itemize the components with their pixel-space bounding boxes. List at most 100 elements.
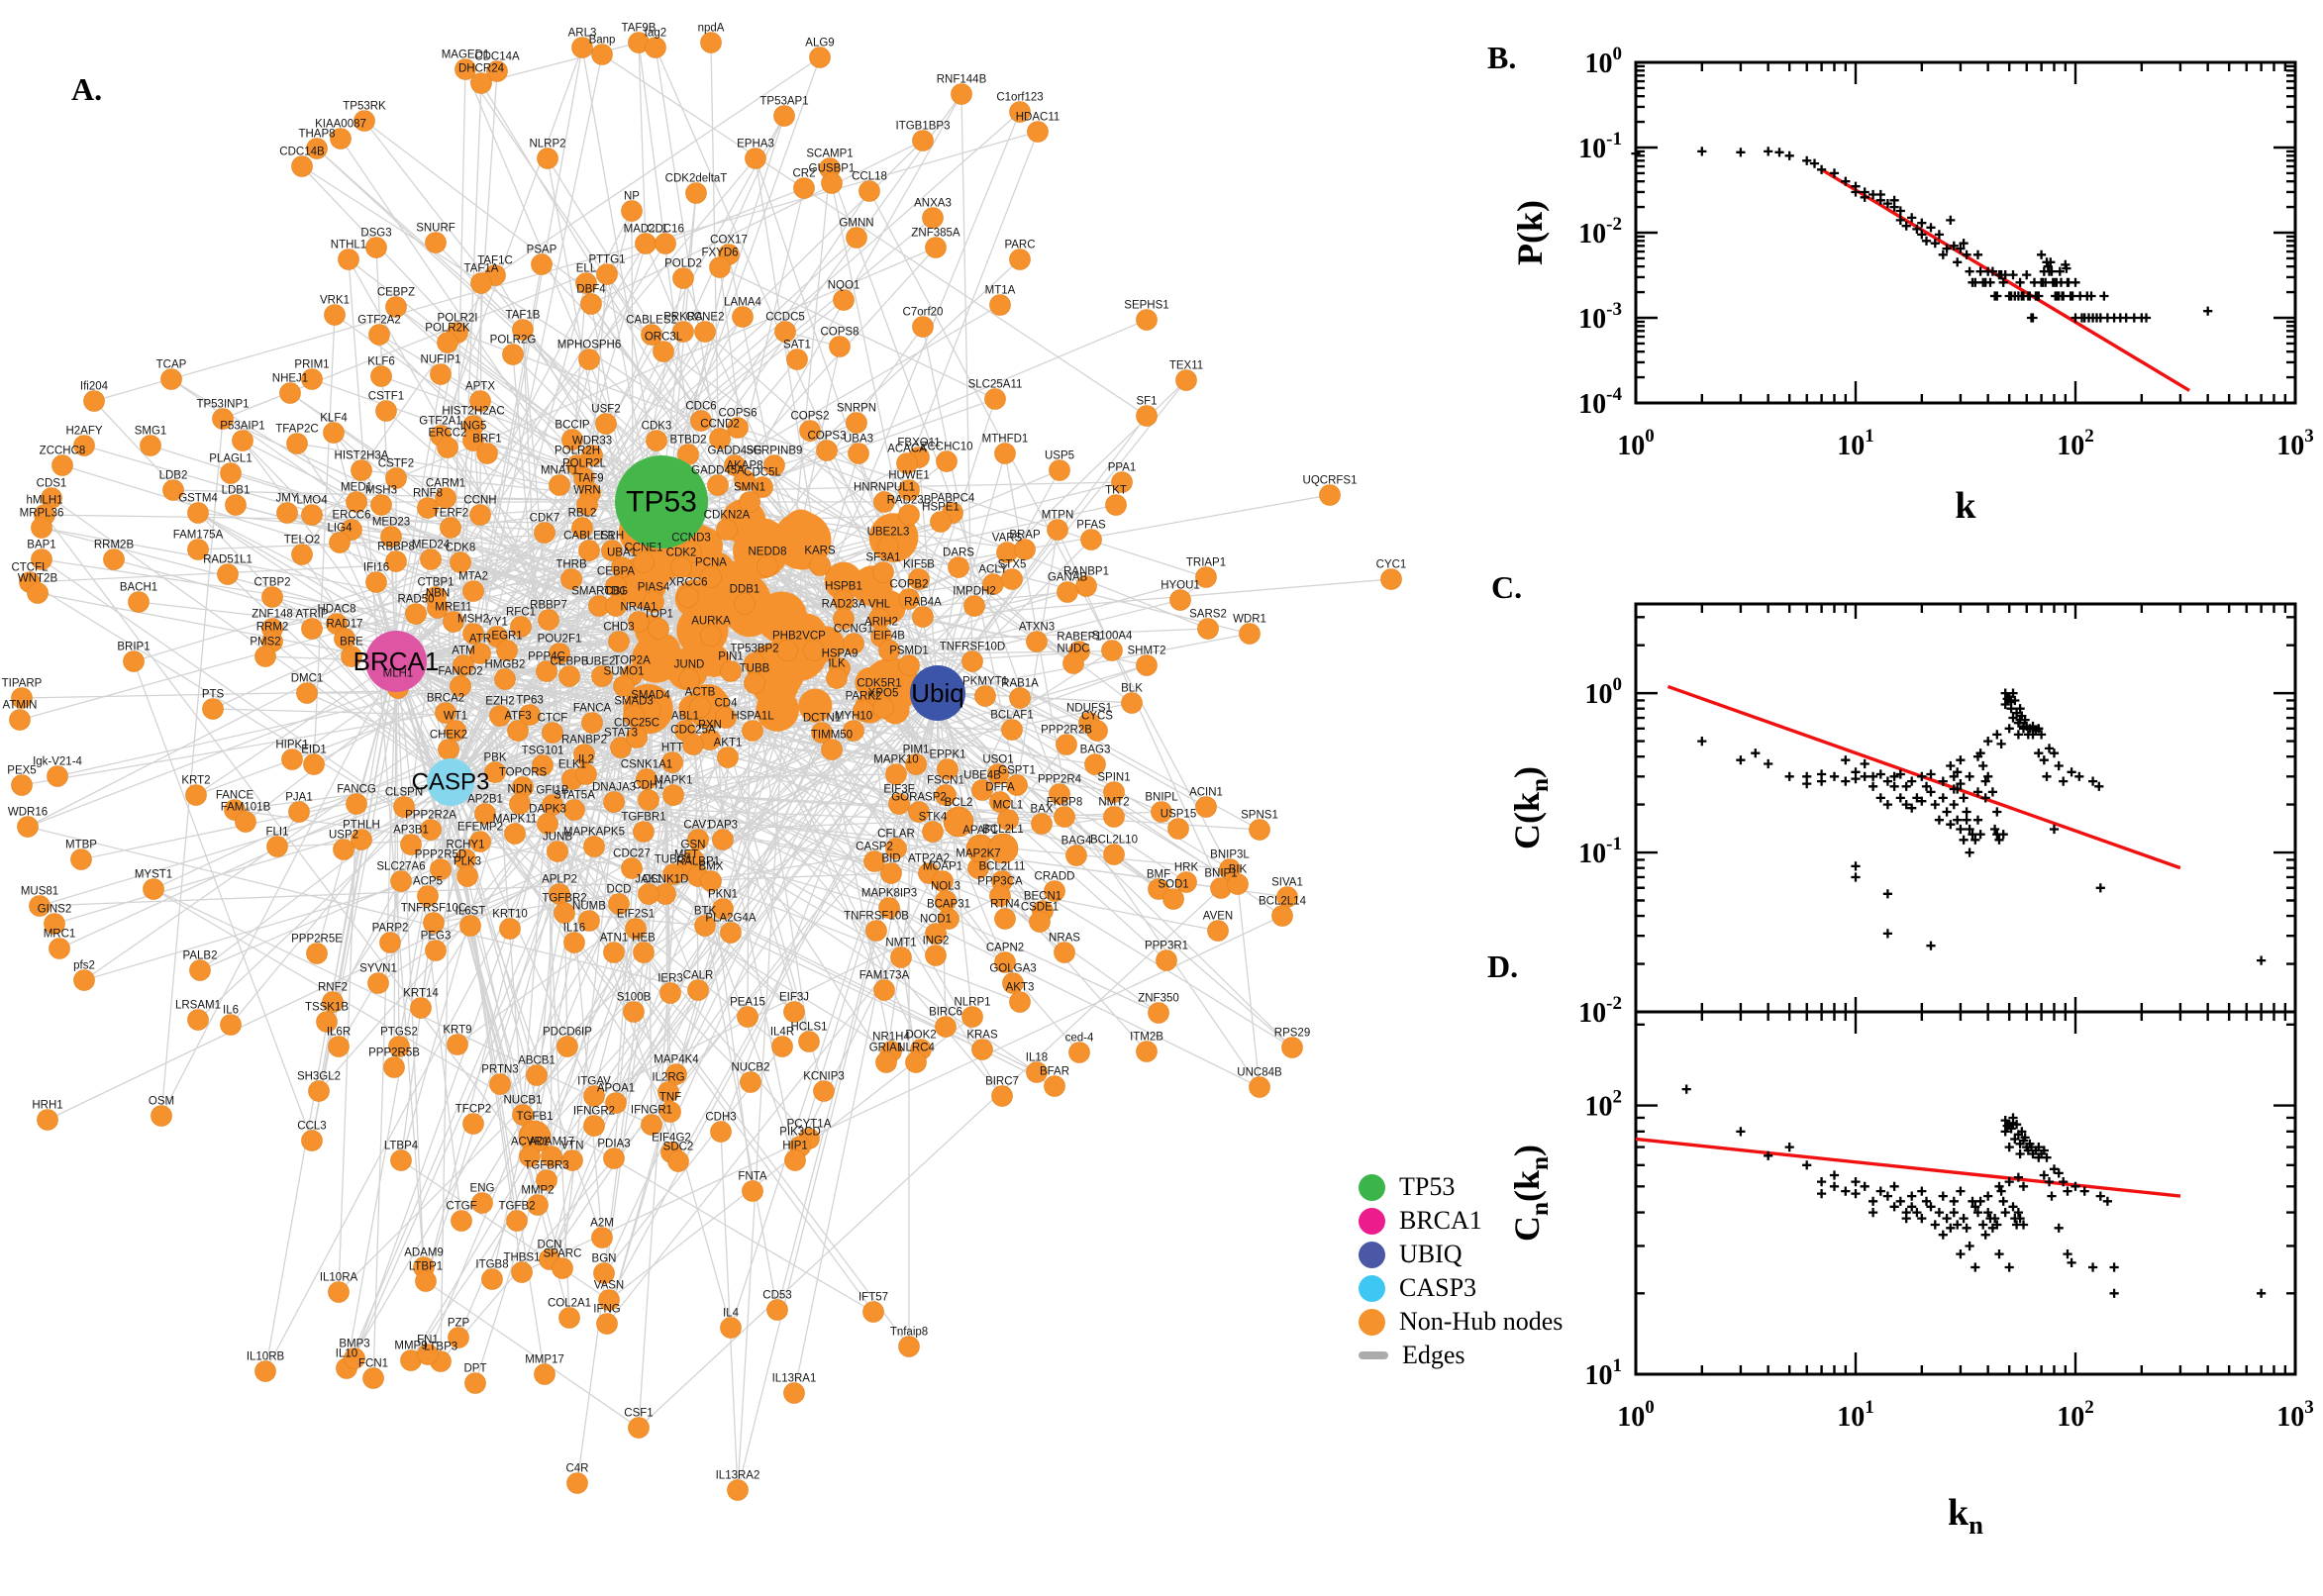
edge	[638, 42, 647, 245]
network-node	[454, 58, 476, 80]
network-node	[633, 821, 655, 843]
network-node	[626, 727, 648, 748]
edge	[710, 42, 723, 600]
edge	[755, 157, 838, 679]
edge	[372, 660, 397, 1379]
edge	[719, 266, 996, 400]
network-node	[420, 819, 442, 841]
network-node	[603, 791, 625, 813]
network-node	[571, 517, 593, 539]
network-node	[51, 454, 73, 476]
network-node	[700, 870, 722, 892]
network-node	[469, 831, 491, 852]
network-node	[908, 568, 930, 590]
axis-tick-label: 101	[1585, 1355, 1623, 1391]
network-node	[843, 720, 864, 742]
edge	[660, 501, 1026, 550]
edge	[47, 692, 939, 1121]
network-node	[605, 595, 627, 617]
network-node	[707, 474, 729, 496]
network-node	[554, 902, 575, 924]
edge	[395, 660, 947, 902]
edge	[311, 687, 399, 1142]
fit-line	[1820, 167, 2190, 392]
network-node	[128, 591, 150, 613]
edge	[400, 492, 591, 1161]
network-node	[385, 467, 407, 489]
network-node	[232, 430, 253, 451]
network-node	[440, 517, 461, 539]
network-node	[912, 606, 934, 628]
edge	[395, 140, 924, 662]
edge	[570, 115, 785, 580]
edge	[450, 781, 553, 1157]
network-node	[437, 332, 458, 353]
network-node	[773, 105, 795, 127]
edge	[660, 56, 821, 503]
network-node	[816, 440, 838, 461]
network-node	[417, 497, 439, 519]
edge	[395, 440, 657, 662]
edge	[581, 47, 662, 503]
network-node	[1047, 519, 1068, 541]
network-node	[560, 568, 582, 590]
network-node	[661, 751, 683, 773]
fit-line	[1635, 1137, 2181, 1198]
edge	[868, 707, 917, 1063]
network-node	[306, 138, 328, 159]
network-node	[734, 593, 756, 615]
network-node	[187, 502, 209, 524]
network-node	[365, 237, 387, 258]
edge	[720, 682, 895, 1133]
network-node	[638, 883, 659, 905]
edge	[494, 56, 821, 276]
edge	[301, 274, 496, 555]
network-node	[898, 479, 920, 501]
axis-tick-label: 103	[2276, 426, 2314, 461]
edge	[39, 781, 452, 907]
network-node	[700, 32, 722, 53]
plot-frame	[1634, 1010, 2297, 1376]
network-node	[724, 454, 746, 476]
edge	[608, 692, 939, 1301]
edge	[348, 258, 425, 1268]
network-node	[576, 494, 598, 516]
network-node	[757, 555, 778, 577]
network-node	[877, 536, 899, 557]
network-node	[323, 422, 345, 444]
network-node	[276, 502, 298, 524]
network-node	[368, 324, 390, 346]
network-node	[279, 382, 301, 404]
edge	[395, 660, 1261, 1088]
core-cluster-node	[751, 659, 799, 708]
network-node	[470, 72, 492, 94]
axis-tick-label: 100	[1617, 1397, 1655, 1433]
scatter-points	[1697, 688, 2267, 965]
edge	[450, 670, 548, 783]
network-node	[898, 654, 920, 676]
edge	[440, 435, 603, 677]
edge	[480, 42, 640, 84]
network-node	[843, 633, 864, 654]
network-node	[912, 130, 934, 151]
network-node	[531, 253, 553, 275]
network-node	[563, 932, 585, 953]
edge	[491, 501, 662, 1280]
edge	[152, 888, 874, 1313]
network-node	[846, 227, 867, 249]
edge	[1237, 883, 1261, 1088]
edge	[450, 781, 538, 1076]
network-node	[872, 561, 894, 583]
network-node	[984, 388, 1006, 410]
network-node	[578, 349, 600, 370]
axis-tick-label: 102	[1585, 1087, 1623, 1123]
network-node	[351, 459, 372, 481]
network-node	[720, 660, 742, 682]
network-node	[31, 517, 52, 539]
edge	[395, 660, 462, 1222]
edge	[160, 418, 224, 1117]
network-node	[435, 702, 456, 724]
axis-tick-label: 100	[1585, 44, 1623, 79]
edge	[395, 561, 645, 662]
network-node	[425, 940, 447, 961]
